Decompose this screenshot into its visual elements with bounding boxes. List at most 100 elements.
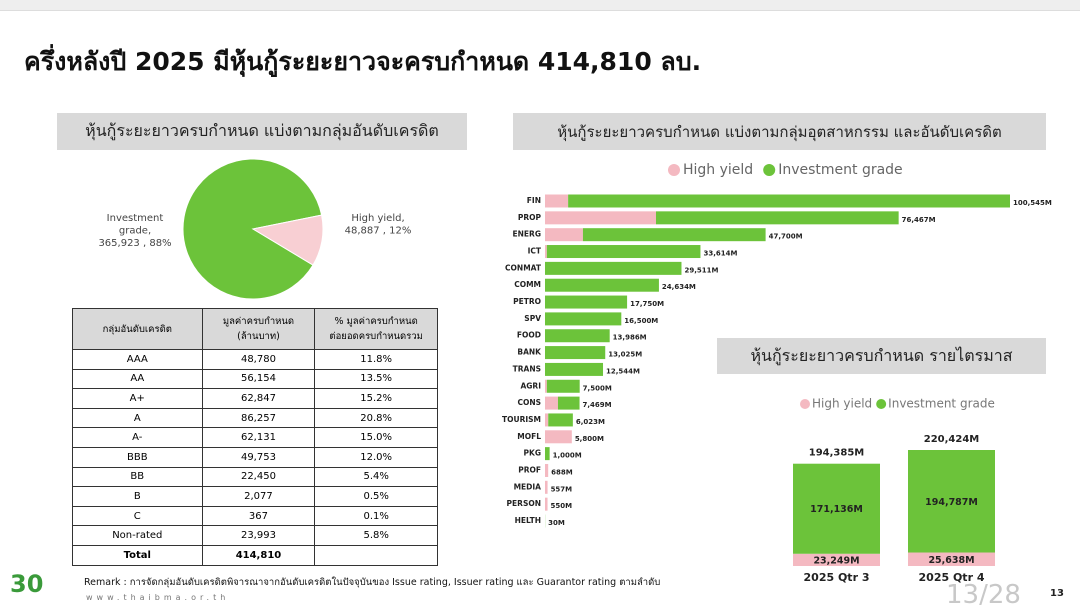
bar-segment (545, 463, 549, 477)
x-tick-label: 2025 Qtr 4 (919, 571, 985, 584)
header-row: กลุ่มอันดับเครดิต มูลค่าครบกำหนด (ล้านบาท… (72, 308, 438, 350)
remark: Remark : การจัดกลุ่มอันดับเครดิตพิจารณาจ… (84, 577, 661, 588)
bar-segment (568, 194, 1010, 208)
legend-marker (763, 164, 776, 176)
bar-segment (548, 413, 573, 427)
bar-segment (546, 245, 701, 259)
legend-label: High yield (683, 162, 753, 178)
rating-table: กลุ่มอันดับเครดิต มูลค่าครบกำหนด (ล้านบาท… (72, 308, 438, 566)
table-cell: 23,993 (201, 525, 316, 546)
table-cell: 20.8% (314, 407, 438, 429)
bar-segment (545, 228, 583, 242)
pie-label: Investment grade, 365,923 , 88% (98, 213, 171, 249)
x-tick-label: 2025 Qtr 3 (804, 571, 870, 584)
category-label: PETRO (513, 297, 541, 306)
total-label: 6,023M (576, 418, 605, 426)
category-label: TOURISM (502, 415, 541, 424)
table-cell: BBB (72, 446, 203, 468)
category-label: ICT (528, 247, 542, 256)
bar-segment (655, 211, 899, 225)
table-row: AA 56,154 13.5% (72, 368, 438, 390)
page-counter: 13/28 (946, 580, 1021, 605)
category-label: AGRI (520, 381, 541, 390)
value-label: 194,787M (925, 497, 978, 508)
category-label: PROP (518, 213, 542, 222)
table-row: A- 62,131 15.0% (72, 427, 438, 448)
total-label: 13,025M (608, 351, 642, 359)
bar-segment (545, 295, 628, 309)
category-label: FIN (527, 196, 541, 205)
table-cell: 11.8% (314, 349, 438, 370)
table-cell: 0.1% (314, 505, 438, 527)
table-cell: 62,131 (201, 427, 316, 448)
table-cell: A (72, 407, 203, 429)
table-row: Total 414,810 (72, 544, 438, 566)
bar-segment (793, 553, 880, 566)
table-cell: 414,810 (201, 544, 316, 566)
bar-segment (557, 396, 580, 410)
table-cell: 22,450 (201, 466, 316, 488)
category-label: PROF (518, 465, 541, 474)
category-label: PKG (524, 449, 541, 458)
table-cell: 86,257 (201, 407, 316, 429)
category-label: MOFL (517, 432, 541, 441)
bar-segment (545, 312, 622, 326)
category-label: CONS (517, 398, 541, 407)
bar-segment (545, 211, 656, 225)
table-row: AAA 48,780 11.8% (72, 349, 438, 370)
table-row: BB 22,450 5.4% (72, 466, 438, 488)
table-row: C 367 0.1% (72, 505, 438, 527)
chart-title: หุ้นกู้ระยะยาวครบกำหนด รายไตรมาส (717, 338, 1046, 374)
table-cell: AA (72, 368, 203, 390)
category-label: MEDIA (514, 482, 542, 491)
bar-segment (545, 346, 606, 360)
header-cell: มูลค่าครบกำหนด (ล้านบาท) (201, 308, 316, 350)
total-label: 33,614M (703, 250, 737, 258)
total-label: 16,500M (624, 317, 658, 325)
table-cell: AAA (72, 349, 203, 370)
bar-segment (545, 329, 610, 343)
value-label: 23,249M (813, 555, 859, 566)
table-cell: B (72, 486, 203, 507)
bar-segment (545, 362, 604, 376)
pie-slice (251, 214, 324, 266)
bar-segment (545, 194, 569, 208)
page-number: 13 (1050, 588, 1064, 599)
category-label: CONMAT (505, 263, 542, 272)
total-label: 5,800M (575, 435, 604, 443)
total-label: 220,424M (924, 434, 980, 445)
table-cell: A- (72, 427, 203, 448)
bar-segment (908, 552, 995, 566)
top-bar (0, 0, 1080, 11)
total-label: 13,986M (613, 334, 647, 342)
bar-segment (545, 379, 547, 393)
table-row: Non-rated 23,993 5.8% (72, 525, 438, 546)
header-cell: % มูลค่าครบกำหนด ต่อยอดครบกำหนดรวม (314, 308, 438, 350)
bar-segment (545, 480, 548, 494)
legend-marker (800, 399, 810, 409)
total-label: 76,467M (902, 216, 936, 224)
table-cell: 48,780 (201, 349, 316, 370)
pie-label: High yield, 48,887 , 12% (345, 213, 412, 237)
legend-label: Investment grade (778, 162, 902, 178)
table-row: A 86,257 20.8% (72, 407, 438, 429)
header-cell: กลุ่มอันดับเครดิต (72, 308, 203, 350)
table-cell: BB (72, 466, 203, 488)
bar-segment (545, 413, 549, 427)
legend-label: High yield (812, 397, 872, 411)
bar-segment (545, 245, 547, 259)
total-label: 1,000M (553, 452, 582, 460)
bar-segment (582, 228, 766, 242)
category-label: FOOD (517, 331, 541, 340)
total-label: 24,634M (662, 283, 696, 291)
bar-segment (546, 379, 580, 393)
chart-title: หุ้นกู้ระยะยาวครบกำหนด แบ่งตามกลุ่มอุตสา… (513, 113, 1046, 150)
table-cell: Non-rated (72, 525, 203, 546)
table-cell: A+ (72, 388, 203, 409)
table-cell: 56,154 (201, 368, 316, 390)
bar-segment (545, 261, 682, 275)
total-label: 12,544M (606, 367, 640, 375)
total-label: 550M (551, 502, 573, 510)
total-label: 47,700M (769, 233, 803, 241)
total-label: 688M (551, 468, 573, 476)
